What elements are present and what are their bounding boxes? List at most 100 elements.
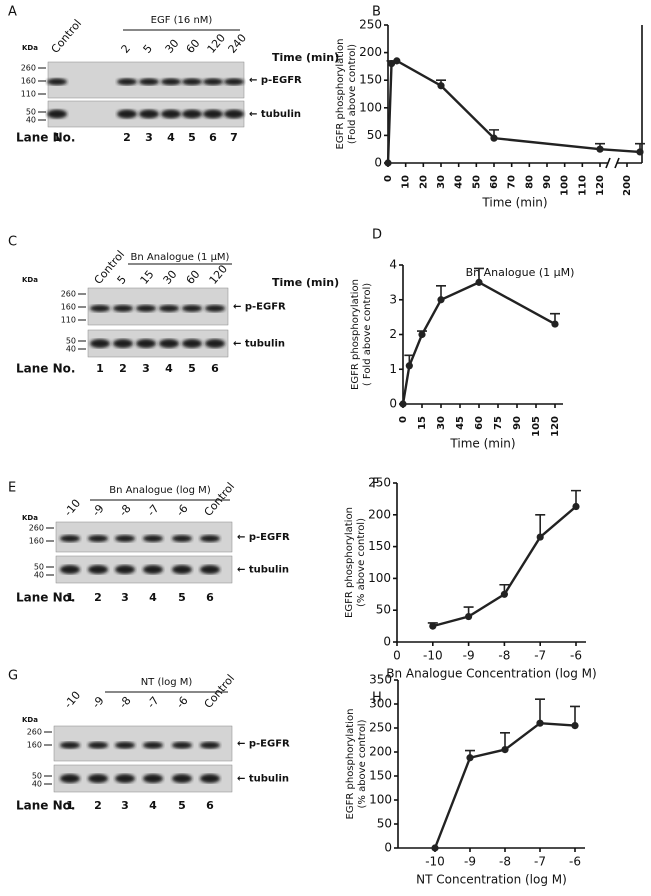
lane-label: 60: [184, 268, 203, 287]
y-tick-label: 0: [384, 841, 392, 855]
lane-label: -10: [62, 497, 84, 519]
lane-title: Lane No.: [16, 799, 75, 813]
x-tick-label: 60: [489, 175, 500, 189]
lane-number: 2: [94, 591, 102, 604]
data-point: [571, 722, 579, 730]
x-tick-label: 80: [524, 175, 535, 189]
lane-number: 4: [165, 362, 173, 375]
x-tick-label: 105: [531, 416, 542, 437]
band: [182, 304, 202, 312]
lane-number: 1: [53, 131, 61, 144]
x-tick-label: 0: [383, 175, 394, 182]
y-axis-label: EGFR phosphorylation: [335, 39, 346, 150]
x-tick-label: 120: [595, 175, 606, 196]
error-bar: [535, 514, 546, 538]
band-label: ← p-EGFR: [249, 75, 302, 86]
data-point: [384, 159, 392, 167]
band: [159, 339, 179, 348]
y-tick-label: 150: [369, 769, 392, 783]
lane-label: 120: [207, 262, 230, 286]
mw-marker: 160: [21, 77, 36, 86]
panel-letter: A: [8, 5, 17, 20]
lane-label: 240: [226, 31, 249, 55]
lane-number: 1: [66, 591, 74, 604]
y-tick-label: 200: [368, 507, 391, 521]
error-bar: [535, 698, 545, 724]
y-axis-label: (% above control): [356, 518, 367, 607]
x-tick-label: 120: [550, 416, 561, 437]
band-label: ← tubulin: [249, 109, 301, 120]
data-point: [475, 278, 483, 286]
x-tick-label: 0: [393, 649, 401, 663]
lane-number: 4: [149, 591, 157, 604]
band: [113, 304, 133, 312]
y-tick-label: 1: [389, 362, 397, 376]
lower-blot: [87, 329, 229, 358]
mw-marker: 40: [66, 345, 76, 354]
lane-label: -8: [117, 502, 134, 519]
treatment-label: Bn Analogue (1 μM): [131, 252, 230, 263]
lane-label: 15: [138, 268, 157, 287]
y-tick-label: 0: [383, 635, 391, 649]
band: [117, 78, 137, 86]
panel-letter: D: [372, 228, 382, 243]
mw-marker: 260: [61, 290, 76, 299]
data-point: [536, 533, 544, 541]
lane-number: 2: [94, 799, 102, 812]
y-tick-label: 100: [369, 793, 392, 807]
band: [60, 565, 80, 574]
data-point: [399, 400, 407, 408]
y-tick-label: 250: [369, 721, 392, 735]
band: [172, 741, 192, 749]
y-tick-label: 350: [369, 673, 392, 687]
band: [182, 109, 202, 119]
band: [143, 565, 163, 574]
band: [143, 741, 163, 749]
y-tick-label: 3: [389, 292, 397, 306]
lane-title: Lane No.: [16, 131, 75, 145]
mw-marker: 260: [21, 64, 36, 73]
band: [182, 339, 202, 348]
y-axis-label: (Fold above control): [347, 44, 358, 144]
data-point: [465, 612, 473, 621]
y-tick-label: 150: [368, 539, 391, 553]
band: [60, 774, 80, 783]
panel-letter: E: [8, 481, 16, 496]
lane-label: 5: [141, 42, 155, 56]
x-tick-label: -10: [423, 649, 443, 663]
x-tick-label: 30: [436, 175, 447, 189]
treatment-label: EGF (16 nM): [151, 15, 213, 26]
band: [182, 78, 202, 86]
band-label: ← p-EGFR: [237, 532, 290, 543]
band: [200, 535, 220, 542]
data-point: [405, 362, 413, 370]
lane-number: 3: [121, 591, 129, 604]
band: [139, 109, 159, 119]
band-label: ← tubulin: [237, 565, 289, 576]
lane-number: 6: [209, 131, 217, 144]
kda-label: KDa: [22, 276, 38, 284]
band: [88, 535, 108, 542]
data-point: [466, 754, 474, 762]
y-axis-label: (% above control): [357, 719, 368, 808]
x-tick-label: 90: [512, 416, 523, 430]
data-point: [636, 148, 644, 156]
y-tick-label: 4: [389, 258, 397, 272]
band: [172, 774, 192, 783]
time-label: Time (min): [272, 51, 339, 64]
mw-marker: 40: [26, 116, 36, 125]
mw-marker: 160: [27, 741, 42, 750]
lane-label: -9: [90, 502, 107, 519]
kda-label: KDa: [22, 514, 38, 522]
band: [203, 78, 223, 86]
band: [136, 304, 156, 312]
x-tick-label: 100: [560, 175, 571, 196]
mw-marker: 40: [34, 571, 44, 580]
data-point: [437, 296, 445, 304]
lane-label: Control: [49, 17, 85, 56]
band: [88, 565, 108, 574]
series-line: [432, 505, 577, 628]
x-tick-label: -10: [425, 855, 445, 869]
x-tick-label: 110: [577, 175, 588, 196]
